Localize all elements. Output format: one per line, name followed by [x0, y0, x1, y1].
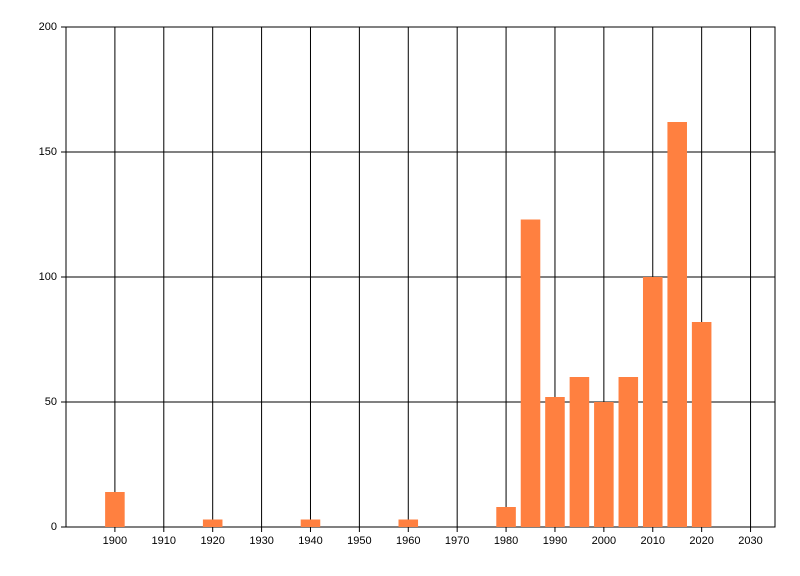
x-tick-label: 2010: [641, 535, 665, 547]
bar: [202, 519, 223, 527]
y-tick-label: 150: [39, 146, 57, 158]
x-tick-label: 1950: [347, 535, 371, 547]
bar: [545, 397, 565, 527]
x-tick-label: 1970: [445, 535, 469, 547]
y-tick-label: 0: [51, 521, 57, 533]
x-tick-label: 2020: [689, 535, 713, 547]
bar: [105, 492, 125, 527]
bar: [300, 519, 321, 527]
bar: [618, 377, 639, 527]
bar: [642, 277, 663, 527]
x-tick-label: 1930: [249, 535, 273, 547]
y-tick-label: 200: [39, 21, 57, 33]
x-tick-label: 1960: [396, 535, 420, 547]
x-tick-label: 1900: [103, 535, 127, 547]
bar: [691, 322, 712, 527]
x-tick-label: 1940: [298, 535, 322, 547]
bar: [594, 402, 614, 527]
x-tick-label: 1910: [152, 535, 176, 547]
bar: [496, 507, 516, 527]
y-tick-label: 50: [45, 396, 57, 408]
y-tick-label: 100: [39, 271, 57, 283]
bar: [667, 122, 687, 527]
bar: [398, 519, 419, 527]
bar: [569, 377, 590, 527]
x-tick-label: 1990: [543, 535, 567, 547]
bar: [520, 219, 541, 527]
x-tick-label: 2000: [592, 535, 616, 547]
x-tick-label: 1980: [494, 535, 518, 547]
x-tick-label: 1920: [200, 535, 224, 547]
x-tick-label: 2030: [738, 535, 762, 547]
